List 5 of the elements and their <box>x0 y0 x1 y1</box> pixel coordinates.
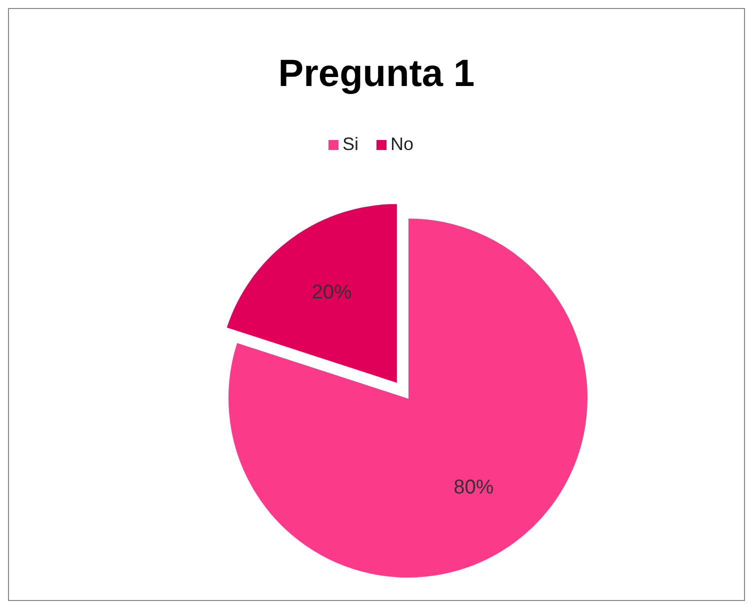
data-label: 20% <box>312 281 352 304</box>
data-label: 80% <box>454 476 494 499</box>
legend-label: No <box>390 134 414 154</box>
legend-label: Si <box>342 134 359 154</box>
chart-title: Pregunta 1 <box>278 53 475 95</box>
